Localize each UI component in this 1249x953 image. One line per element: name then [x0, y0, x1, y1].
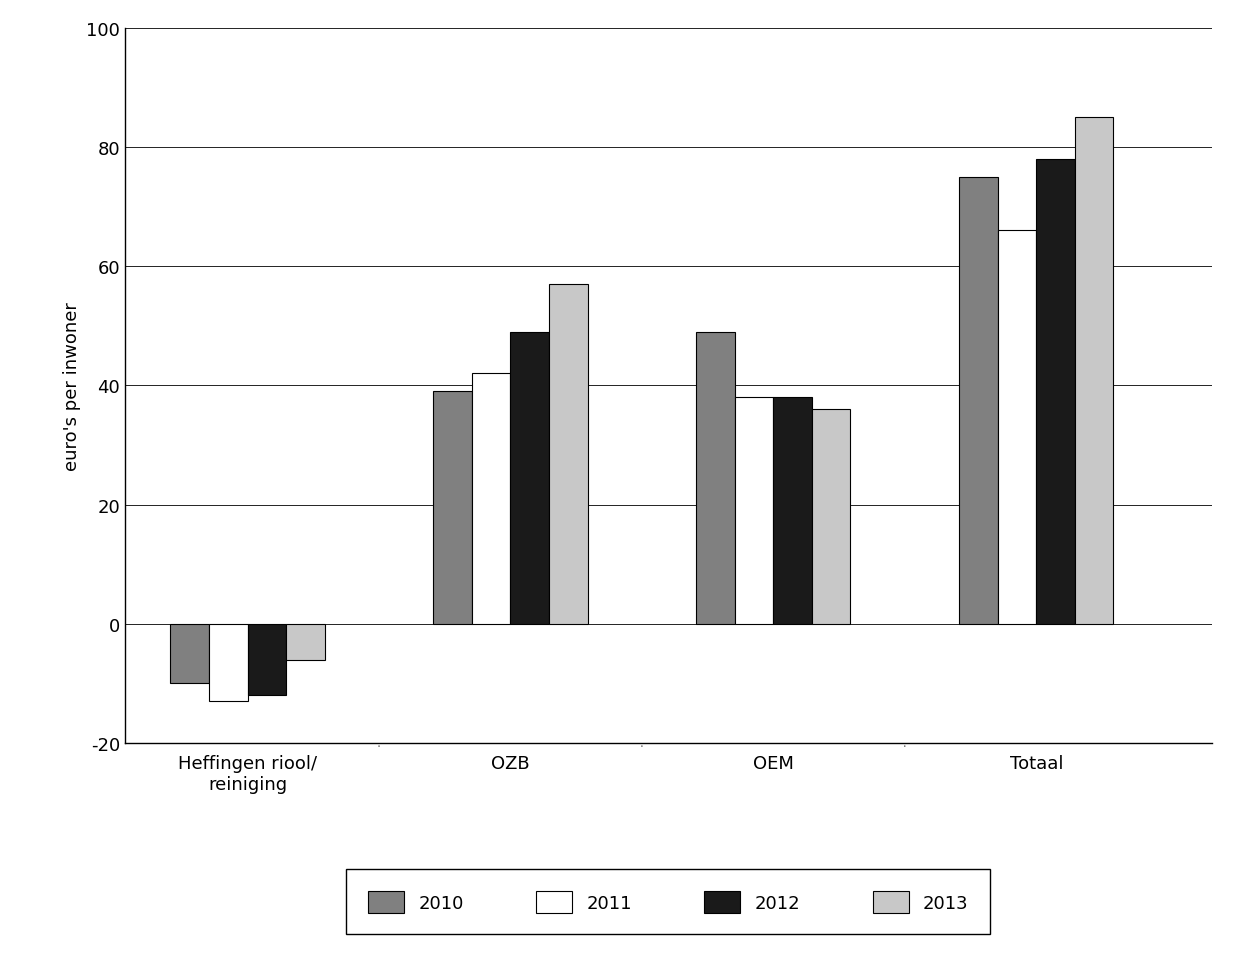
- Bar: [1037, 159, 1075, 624]
- Bar: [472, 375, 511, 624]
- Y-axis label: euro's per inwoner: euro's per inwoner: [62, 301, 81, 471]
- Bar: [734, 398, 773, 624]
- Bar: [247, 624, 286, 696]
- Bar: [286, 624, 325, 660]
- Legend: 2010, 2011, 2012, 2013: 2010, 2011, 2012, 2013: [346, 869, 990, 935]
- Bar: [511, 333, 550, 624]
- Bar: [959, 177, 998, 624]
- Bar: [696, 333, 734, 624]
- Bar: [998, 231, 1037, 624]
- Bar: [812, 410, 851, 624]
- Bar: [1075, 118, 1113, 624]
- Bar: [773, 398, 812, 624]
- Bar: [170, 624, 209, 684]
- Bar: [209, 624, 247, 701]
- Bar: [433, 392, 472, 624]
- Bar: [550, 285, 587, 624]
